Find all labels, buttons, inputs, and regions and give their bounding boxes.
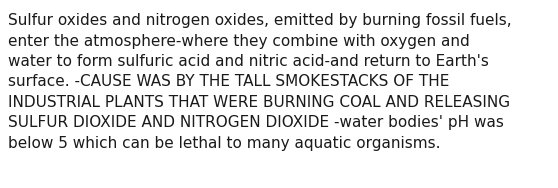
Text: Sulfur oxides and nitrogen oxides, emitted by burning fossil fuels,
enter the at: Sulfur oxides and nitrogen oxides, emitt… <box>8 13 512 151</box>
